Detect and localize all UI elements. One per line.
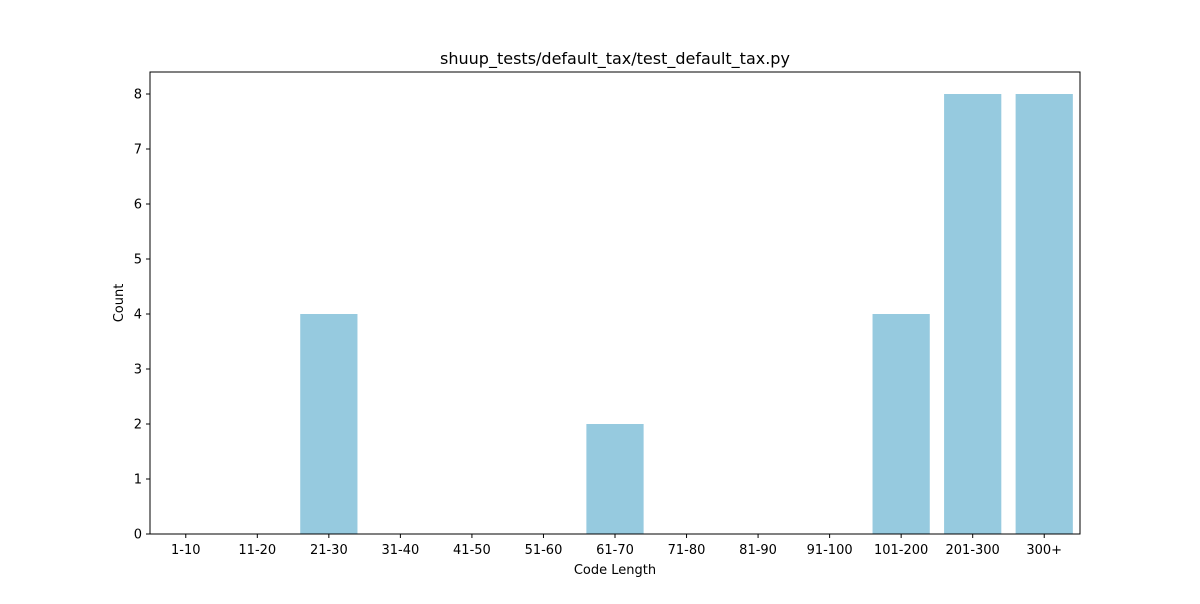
y-tick-label: 8: [134, 88, 142, 103]
x-tick-label: 21-30: [310, 543, 348, 558]
x-axis-ticks: 1-10 11-20 21-30 31-40 41-50 51-60 61-70 71-80 8…: [171, 534, 1062, 558]
x-tick-label: 91-100: [807, 543, 853, 558]
bar-21-30: [300, 314, 358, 534]
y-tick-label: 5: [134, 253, 142, 268]
y-tick-label: 2: [134, 418, 142, 433]
y-tick-label: 3: [134, 363, 142, 378]
x-tick-label: 51-60: [525, 543, 563, 558]
x-tick-label: 81-90: [739, 543, 777, 558]
chart-title: shuup_tests/default_tax/test_default_tax…: [440, 49, 790, 69]
x-tick-label: 300+: [1026, 543, 1062, 558]
y-tick-label: 6: [134, 198, 142, 213]
y-axis-ticks: 0 1 2 3 4 5 6 7 8: [134, 88, 150, 543]
bar-61-70: [586, 424, 644, 534]
x-axis-label: Code Length: [574, 563, 656, 578]
y-tick-label: 7: [134, 143, 142, 158]
x-tick-label: 201-300: [946, 543, 1000, 558]
x-tick-label: 1-10: [171, 543, 201, 558]
x-tick-label: 61-70: [596, 543, 634, 558]
x-tick-label: 11-20: [238, 543, 276, 558]
x-tick-label: 101-200: [874, 543, 928, 558]
y-axis-label: Count: [112, 284, 127, 323]
y-tick-label: 0: [134, 528, 142, 543]
y-tick-label: 4: [134, 308, 142, 323]
bar-101-200: [872, 314, 930, 534]
plot-frame: [149, 71, 1081, 535]
x-tick-label: 71-80: [668, 543, 706, 558]
x-tick-label: 31-40: [381, 543, 419, 558]
bars-layer: [300, 94, 1073, 534]
y-tick-label: 1: [134, 473, 142, 488]
bar-300+: [1015, 94, 1073, 534]
bar-201-300: [944, 94, 1002, 534]
x-tick-label: 41-50: [453, 543, 491, 558]
